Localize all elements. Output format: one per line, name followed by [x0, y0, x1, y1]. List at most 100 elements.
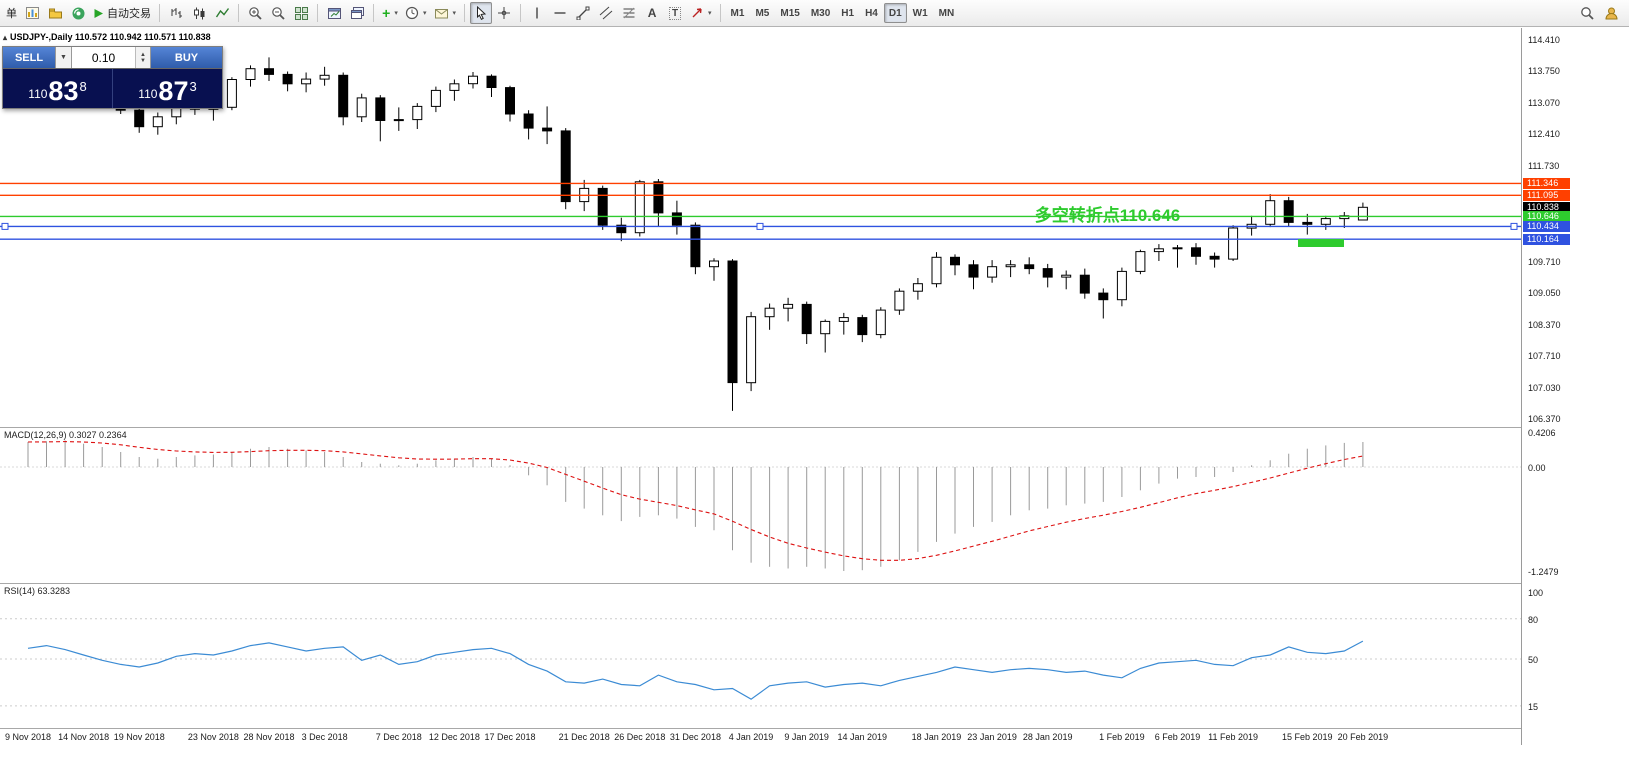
price-chart-pane[interactable]: ▴ USDJPY-,Daily 110.572 110.942 110.571 …: [0, 28, 1521, 427]
date-axis-label: 14 Jan 2019: [837, 732, 888, 742]
chart-title-text: USDJPY-,Daily 110.572 110.942 110.571 11…: [10, 32, 211, 42]
new-order-label: 单: [6, 8, 17, 20]
templates-button[interactable]: ▾: [431, 2, 460, 24]
toolbar-separator: [719, 4, 721, 22]
candlestick-chart[interactable]: [0, 28, 1521, 427]
cascade-window-button[interactable]: [346, 2, 368, 24]
rsi-axis-tick: 15: [1528, 701, 1539, 712]
trendline-tool-button[interactable]: [572, 2, 594, 24]
sell-button[interactable]: SELL: [3, 47, 55, 68]
toolbar-separator: [464, 4, 466, 22]
text-label-tool-button[interactable]: T: [664, 2, 686, 24]
toolbar-right-group: [1576, 2, 1626, 24]
timeframe-button-w1[interactable]: W1: [912, 7, 928, 19]
pane-divider[interactable]: [0, 583, 1629, 584]
chart-title: ▴ USDJPY-,Daily 110.572 110.942 110.571 …: [3, 32, 211, 42]
price-axis[interactable]: 114.410 113.750 113.070 112.410 111.730 109.7…: [1522, 28, 1629, 745]
date-axis-label: 21 Dec 2018: [558, 732, 610, 742]
text-label-icon: T: [668, 6, 682, 20]
level-price-tag-111.346: 111.346: [1523, 177, 1570, 189]
zoom-in-icon: [248, 6, 262, 20]
arrow-tools-button[interactable]: ▾: [687, 2, 715, 24]
buy-price-int: 110: [138, 87, 158, 101]
autotrade-label: 自动交易: [107, 8, 151, 20]
vertical-line-icon: [536, 7, 538, 19]
fibonacci-tool-button[interactable]: [618, 2, 640, 24]
chevron-down-icon: ▾: [708, 10, 712, 17]
macd-indicator-pane[interactable]: MACD(12,26,9) 0.3027 0.2364: [0, 427, 1521, 583]
panel-toggle-icon[interactable]: ▴: [3, 32, 8, 42]
date-axis-label: 20 Feb 2019: [1337, 732, 1389, 742]
rsi-chart[interactable]: [0, 583, 1521, 728]
date-axis-label: 31 Dec 2018: [669, 732, 721, 742]
new-chart-icon: [25, 6, 39, 19]
crosshair-tool-button[interactable]: [493, 2, 515, 24]
timeframe-button-m1[interactable]: M1: [730, 7, 745, 19]
channel-tool-button[interactable]: [595, 2, 617, 24]
date-axis-label: 23 Nov 2018: [187, 732, 239, 742]
profiles-button[interactable]: [44, 2, 66, 24]
timeframe-button-m5[interactable]: M5: [755, 7, 770, 19]
search-button[interactable]: [1576, 2, 1598, 24]
timeframe-button-mn[interactable]: MN: [938, 7, 955, 19]
bar-chart-icon: [171, 7, 182, 18]
date-axis-label: 26 Dec 2018: [614, 732, 666, 742]
arrange-window-button[interactable]: [323, 2, 345, 24]
line-chart-button[interactable]: [211, 2, 233, 24]
price-axis-tick: 107.030: [1528, 382, 1561, 393]
timeframe-button-h1[interactable]: H1: [841, 7, 855, 19]
date-axis[interactable]: 9 Nov 2018 14 Nov 2018 19 Nov 2018 23 Nov 2…: [0, 729, 1521, 745]
date-axis-label: 7 Dec 2018: [375, 732, 422, 742]
rsi-indicator-pane[interactable]: RSI(14) 63.3283: [0, 583, 1521, 728]
timeframe-button-h4[interactable]: H4: [865, 7, 878, 19]
vertical-line-tool-button[interactable]: [526, 2, 548, 24]
bar-chart-button[interactable]: [165, 2, 187, 24]
zoom-in-button[interactable]: [244, 2, 266, 24]
candlestick-chart-button[interactable]: [188, 2, 210, 24]
toolbar-separator: [373, 4, 374, 22]
cursor-tool-button[interactable]: [470, 2, 493, 24]
date-axis-label: 18 Jan 2019: [911, 732, 962, 742]
macd-header: MACD(12,26,9) 0.3027 0.2364: [4, 430, 127, 440]
pane-divider[interactable]: [0, 427, 1629, 428]
arrow-tools-icon: [692, 8, 702, 18]
horizontal-line-tool-button[interactable]: [549, 2, 571, 24]
stepper-up-icon: ▲: [140, 51, 146, 58]
buy-price[interactable]: 110 87 3: [112, 69, 222, 108]
chart-text-annotation[interactable]: 多空转折点110.646: [1034, 206, 1181, 226]
macd-chart[interactable]: [0, 427, 1521, 583]
sell-price[interactable]: 110 83 8: [3, 69, 112, 108]
community-panel-button[interactable]: [1600, 2, 1622, 24]
lot-stepper[interactable]: ▲ ▼: [135, 47, 151, 68]
lot-dropdown-button[interactable]: ▼: [55, 47, 72, 68]
lot-size-input[interactable]: 0.10: [72, 47, 135, 68]
date-axis-label: 9 Jan 2019: [784, 732, 829, 742]
new-order-button[interactable]: 单: [3, 2, 20, 24]
timeframe-button-d1[interactable]: D1: [883, 3, 907, 23]
add-indicator-button[interactable]: + ▾: [379, 2, 401, 24]
rsi-axis-tick: 100: [1528, 588, 1544, 598]
buy-button[interactable]: BUY: [151, 47, 222, 68]
text-tool-button[interactable]: A: [641, 2, 663, 24]
rsi-axis-tick: 80: [1528, 614, 1539, 625]
level-price-tag-110.164: 110.164: [1523, 233, 1570, 245]
zoom-out-button[interactable]: [267, 2, 289, 24]
autotrade-button[interactable]: 自动交易: [90, 2, 154, 24]
date-axis-label: 4 Jan 2019: [728, 732, 774, 742]
highlight-rectangle-object[interactable]: [1297, 238, 1345, 247]
tile-windows-button[interactable]: [290, 2, 312, 24]
level-price-tag-111.095: 111.095: [1523, 189, 1570, 201]
timeframe-button-m15[interactable]: M15: [780, 7, 800, 19]
periods-button[interactable]: ▾: [402, 2, 430, 24]
price-axis-tick: 111.730: [1528, 161, 1560, 172]
community-button[interactable]: [67, 2, 89, 24]
new-chart-button[interactable]: [21, 2, 43, 24]
current-price-tag-110.838: 110.838: [1523, 201, 1570, 213]
toolbar-separator: [238, 4, 239, 22]
price-axis-tick: 106.370: [1528, 414, 1561, 424]
timeframe-button-m30[interactable]: M30: [810, 7, 831, 19]
price-axis-tick: 113.750: [1528, 66, 1560, 77]
price-axis-tick: 107.710: [1528, 350, 1561, 361]
date-axis-label: 3 Dec 2018: [301, 732, 348, 742]
